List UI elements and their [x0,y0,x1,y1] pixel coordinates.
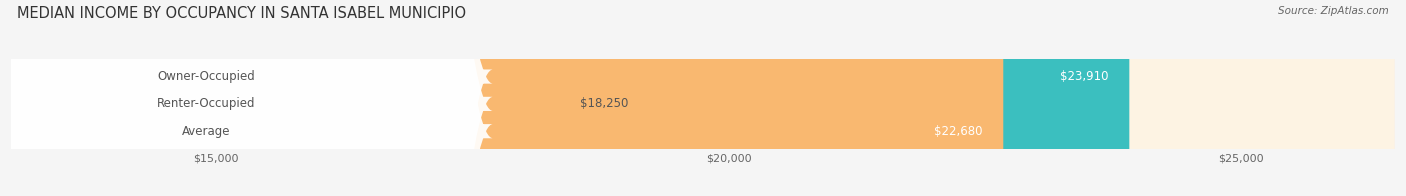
FancyBboxPatch shape [0,0,575,196]
FancyBboxPatch shape [0,0,494,196]
Text: Source: ZipAtlas.com: Source: ZipAtlas.com [1278,6,1389,16]
Text: Average: Average [181,125,231,138]
Text: $22,680: $22,680 [934,125,983,138]
Text: MEDIAN INCOME BY OCCUPANCY IN SANTA ISABEL MUNICIPIO: MEDIAN INCOME BY OCCUPANCY IN SANTA ISAB… [17,6,465,21]
Text: Renter-Occupied: Renter-Occupied [156,97,256,110]
Text: $18,250: $18,250 [581,97,628,110]
FancyBboxPatch shape [11,0,1395,196]
FancyBboxPatch shape [0,0,494,196]
FancyBboxPatch shape [11,0,1004,196]
Text: $23,910: $23,910 [1060,70,1109,83]
FancyBboxPatch shape [11,0,1129,196]
FancyBboxPatch shape [0,0,494,196]
Text: Owner-Occupied: Owner-Occupied [157,70,254,83]
FancyBboxPatch shape [11,0,1395,196]
FancyBboxPatch shape [11,0,1395,196]
